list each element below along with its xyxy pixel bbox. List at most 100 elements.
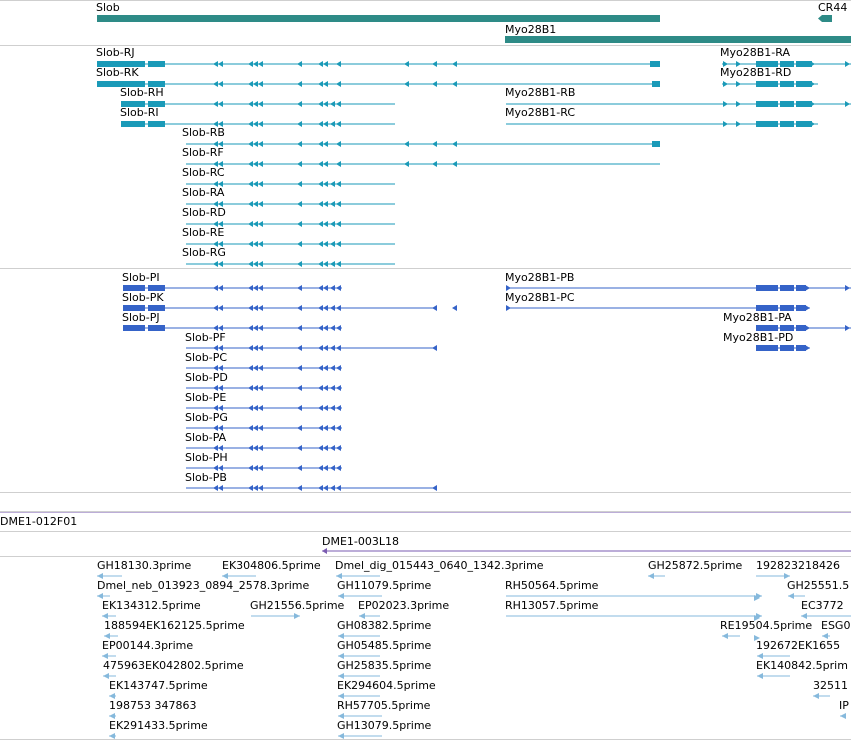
protein-feature-slob-pe[interactable] bbox=[186, 405, 342, 411]
protein-feature-slob-pb[interactable] bbox=[186, 485, 437, 491]
protein-label-slob-pc: Slob-PC bbox=[185, 351, 228, 364]
transcript-feature-slob-re[interactable] bbox=[186, 241, 395, 247]
est-label-19: GH05485.5prime bbox=[337, 639, 432, 652]
transcript-feature-slob-ra[interactable] bbox=[186, 201, 395, 207]
strand-arrow bbox=[323, 285, 328, 291]
protein-start-marker bbox=[506, 305, 511, 311]
transcript-feature-slob-rb[interactable] bbox=[186, 141, 660, 147]
est-feature-19[interactable] bbox=[338, 653, 380, 659]
strand-arrow bbox=[218, 325, 223, 331]
est-feature-27[interactable] bbox=[109, 713, 116, 719]
strand-arrow bbox=[253, 141, 258, 147]
strand-arrow bbox=[323, 61, 328, 67]
protein-feature-slob-pj[interactable] bbox=[123, 325, 342, 331]
strand-arrow bbox=[248, 121, 253, 127]
gene-label-cr44: CR44 bbox=[818, 1, 848, 14]
transcript-feature-myo28b1-rb[interactable] bbox=[506, 101, 851, 107]
track-separator-7 bbox=[0, 739, 851, 740]
transcript-feature-slob-rh[interactable] bbox=[121, 101, 395, 107]
est-feature-2[interactable] bbox=[336, 573, 380, 579]
transcript-feature-slob-rc[interactable] bbox=[186, 181, 395, 187]
est-feature-23[interactable] bbox=[757, 673, 790, 679]
protein-feature-slob-pk[interactable] bbox=[123, 305, 457, 311]
est-label-10: GH21556.5prime bbox=[250, 599, 345, 612]
strand-arrow bbox=[253, 365, 258, 371]
protein-feature-myo28b1-pa[interactable] bbox=[756, 325, 851, 331]
est-feature-10[interactable] bbox=[251, 613, 300, 619]
est-feature-15[interactable] bbox=[338, 633, 380, 639]
transcript-feature-slob-rf[interactable] bbox=[186, 161, 660, 167]
est-feature-31[interactable] bbox=[338, 733, 382, 739]
strand-arrow bbox=[404, 141, 409, 147]
strand-arrow bbox=[213, 425, 218, 431]
gene-feature-cr44[interactable] bbox=[818, 15, 832, 22]
strand-arrow bbox=[336, 221, 341, 227]
est-feature-25[interactable] bbox=[338, 693, 380, 699]
gene-feature-slob[interactable] bbox=[97, 15, 660, 22]
est-feature-16[interactable] bbox=[722, 633, 740, 639]
strand-arrow bbox=[218, 385, 223, 391]
est-feature-21[interactable] bbox=[103, 673, 116, 679]
est-feature-20[interactable] bbox=[757, 653, 790, 659]
transcript-feature-slob-ri[interactable] bbox=[121, 121, 395, 127]
est-feature-28[interactable] bbox=[338, 713, 382, 719]
transcript-label-slob-rg: Slob-RG bbox=[182, 246, 226, 259]
transcript-feature-myo28b1-rd[interactable] bbox=[722, 81, 818, 87]
strand-arrow bbox=[845, 61, 850, 67]
protein-feature-slob-pg[interactable] bbox=[186, 425, 342, 431]
strand-arrow bbox=[318, 61, 323, 67]
est-feature-11[interactable] bbox=[359, 613, 380, 619]
strand-arrow bbox=[330, 121, 335, 127]
clone-feature-dme1-003l18[interactable] bbox=[322, 548, 851, 554]
transcript-label-myo28b1-rb: Myo28B1-RB bbox=[505, 86, 576, 99]
protein-feature-slob-pc[interactable] bbox=[186, 365, 342, 371]
protein-feature-myo28b1-pb[interactable] bbox=[506, 285, 851, 291]
est-feature-3[interactable] bbox=[648, 573, 665, 579]
transcript-feature-slob-rg[interactable] bbox=[186, 261, 395, 267]
strand-arrow bbox=[253, 201, 258, 207]
protein-feature-slob-pd[interactable] bbox=[186, 385, 342, 391]
est-feature-29[interactable] bbox=[840, 713, 846, 719]
est-feature-5[interactable] bbox=[97, 593, 110, 599]
strand-arrow bbox=[330, 261, 335, 267]
est-feature-26[interactable] bbox=[813, 693, 830, 699]
est-feature-4[interactable] bbox=[756, 573, 790, 579]
protein-feature-myo28b1-pc[interactable] bbox=[506, 305, 810, 311]
gene-label-myo28b1: Myo28B1 bbox=[505, 23, 557, 36]
est-feature-18[interactable] bbox=[102, 653, 116, 659]
strand-arrow bbox=[213, 181, 218, 187]
est-label-16: RE19504.5prime bbox=[720, 619, 813, 632]
transcript-feature-slob-rj[interactable] bbox=[97, 61, 660, 67]
est-feature-13[interactable] bbox=[801, 613, 851, 619]
strand-arrow bbox=[318, 285, 323, 291]
protein-feature-slob-pf[interactable] bbox=[186, 345, 437, 351]
transcript-feature-slob-rk[interactable] bbox=[97, 81, 660, 87]
est-feature-30[interactable] bbox=[109, 733, 116, 739]
est-label-26: 32511 bbox=[813, 679, 848, 692]
est-feature-1[interactable] bbox=[222, 573, 256, 579]
protein-feature-myo28b1-pd[interactable] bbox=[756, 345, 810, 351]
strand-arrow bbox=[248, 365, 253, 371]
est-feature-8[interactable] bbox=[788, 593, 805, 599]
est-feature-17[interactable] bbox=[822, 633, 830, 639]
est-feature-14[interactable] bbox=[104, 633, 118, 639]
strand-arrow bbox=[213, 345, 218, 351]
est-feature-24[interactable] bbox=[109, 693, 116, 699]
gene-feature-myo28b1[interactable] bbox=[505, 36, 851, 43]
transcript-feature-myo28b1-rc[interactable] bbox=[506, 121, 818, 127]
strand-arrow bbox=[253, 121, 258, 127]
strand-arrow bbox=[336, 161, 341, 167]
est-feature-6[interactable] bbox=[338, 593, 382, 599]
protein-feature-slob-pa[interactable] bbox=[186, 445, 342, 451]
strand-arrow bbox=[248, 241, 253, 247]
transcript-feature-myo28b1-ra[interactable] bbox=[722, 61, 851, 67]
est-feature-0[interactable] bbox=[97, 573, 122, 579]
strand-arrow bbox=[253, 465, 258, 471]
protein-feature-slob-ph[interactable] bbox=[186, 465, 342, 471]
transcript-feature-slob-rd[interactable] bbox=[186, 221, 395, 227]
est-feature-9[interactable] bbox=[102, 613, 116, 619]
strand-arrow bbox=[213, 261, 218, 267]
protein-feature-slob-pi[interactable] bbox=[123, 285, 342, 291]
est-feature-22[interactable] bbox=[338, 673, 380, 679]
